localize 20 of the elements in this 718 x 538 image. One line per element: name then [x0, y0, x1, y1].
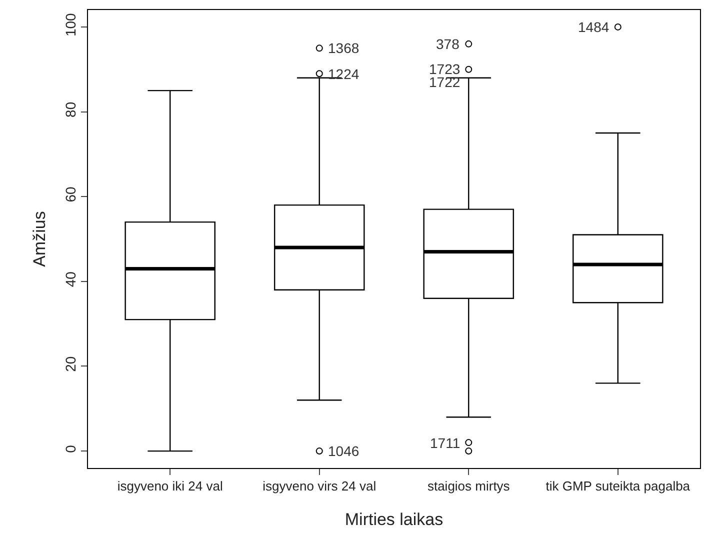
annotation: 1722 — [429, 74, 460, 90]
y-tick-label: 100 — [62, 12, 78, 37]
annotation: 1224 — [328, 66, 360, 82]
x-tick-label: isgyveno iki 24 val — [117, 478, 223, 494]
y-tick-label: 0 — [62, 444, 78, 453]
annotation: 1046 — [328, 443, 360, 459]
annotation: 1723 — [429, 61, 460, 77]
y-axis-title: Amžius — [30, 211, 49, 267]
y-tick-label: 60 — [62, 186, 78, 202]
annotation: 1484 — [578, 19, 610, 35]
x-tick-label: tik GMP suteikta pagalba — [546, 478, 691, 494]
annotation: 1711 — [430, 435, 460, 451]
y-tick-label: 20 — [62, 356, 78, 372]
y-tick-label: 40 — [62, 271, 78, 288]
annotation: 1368 — [328, 40, 360, 56]
x-tick-label: staigios mirtys — [427, 478, 510, 494]
x-axis-title: Mirties laikas — [344, 510, 444, 529]
y-tick-label: 80 — [62, 102, 78, 118]
x-tick-label: isgyveno virs 24 val — [262, 478, 376, 494]
annotation: 378 — [436, 36, 460, 52]
